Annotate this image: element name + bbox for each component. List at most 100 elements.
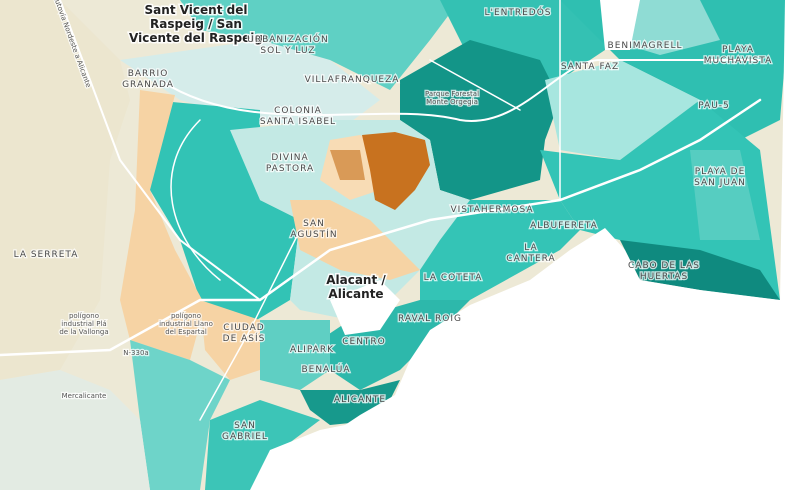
district: [362, 132, 430, 210]
label-line: AGUSTÍN: [290, 228, 337, 240]
label-line: Vicente del Raspeig: [129, 31, 263, 45]
label-line: CABO DE LAS: [628, 261, 700, 271]
district: [120, 40, 380, 130]
label-line: ALBUFERETA: [530, 221, 598, 231]
label-line: VISTAHERMOSA: [450, 205, 533, 215]
label-line: MUCHAVISTA: [704, 56, 772, 66]
label-line: URBANIZACIÓN: [247, 33, 328, 45]
place-label: SAN GABRIEL: [222, 421, 268, 442]
place-label: ALICANTE: [334, 395, 386, 405]
place-label: PAU-5: [698, 101, 730, 111]
label-line: PASTORA: [266, 164, 314, 174]
district: [205, 400, 320, 490]
label-line: SANTA ISABEL: [260, 117, 336, 127]
district: [290, 200, 420, 280]
label-line: LA: [524, 243, 537, 253]
label-line: PLAYA: [722, 45, 754, 55]
sea: [250, 228, 800, 490]
label-line: CIUDAD: [223, 323, 264, 333]
district: [620, 240, 780, 300]
label-line: polígono: [171, 312, 201, 320]
label-line: Raspeig / San: [150, 17, 242, 31]
place-label: ALIPARK: [290, 345, 334, 355]
label-line: GRANADA: [122, 80, 174, 90]
district: [330, 150, 365, 180]
unmapped-area: [600, 0, 640, 50]
label-line: LA COTETA: [424, 273, 483, 283]
unmapped-area: [330, 280, 400, 335]
road: [159, 59, 761, 122]
district: [200, 300, 260, 380]
district: [0, 0, 130, 380]
label-line: VILLAFRANQUEZA: [305, 75, 400, 85]
district: [420, 200, 580, 300]
road: [0, 98, 762, 357]
district: [610, 0, 720, 55]
district: [180, 0, 460, 90]
label-line: ALIPARK: [290, 345, 334, 355]
label-line: industrial Llano: [159, 320, 213, 328]
road: [59, 0, 261, 301]
label-line: SAN: [234, 421, 256, 431]
place-label: VILLAFRANQUEZA: [305, 75, 400, 85]
place-label: DIVINA PASTORA: [266, 153, 314, 174]
place-label: LA SERRETA: [14, 250, 79, 260]
label-line: del Espartal: [165, 328, 207, 336]
place-label: LA CANTERA: [506, 243, 555, 264]
district: [545, 60, 700, 160]
label-line: Sant Vicent del: [145, 3, 248, 17]
label-line: Monte Orgegia: [426, 98, 478, 106]
label-line: RAVAL ROIG: [398, 314, 462, 324]
label-line: Alacant /: [326, 273, 386, 287]
place-label: CENTRO: [342, 337, 386, 347]
place-label: CIUDAD DE ASÍS: [223, 323, 266, 344]
place-label: LA COTETA: [424, 273, 483, 283]
label-line: HUERTAS: [640, 272, 688, 282]
label-line: DIVINA: [271, 153, 308, 163]
place-label: URBANIZACIÓN SOL Y LUZ: [247, 33, 328, 56]
place-label: N-330a: [123, 349, 148, 357]
place-label: VISTAHERMOSA: [450, 205, 533, 215]
place-label: polígono industrial Llano del Espartal: [159, 312, 213, 336]
place-label: Parque Forestal Monte Orgegia: [425, 90, 479, 106]
place-label: Mercalicante: [62, 392, 107, 400]
road: [199, 0, 561, 421]
place-label: L'ENTREDÓS: [484, 6, 551, 18]
label-line: N-330a: [123, 349, 148, 357]
district: [440, 0, 620, 100]
label-line: SOL Y LUZ: [260, 46, 315, 56]
label-line: SAN JUAN: [694, 178, 746, 188]
place-label: CABO DE LAS HUERTAS: [628, 261, 700, 282]
place-label: SAN AGUSTÍN: [290, 219, 337, 240]
place-label: polígono industrial Plá de la Vallonga: [59, 312, 108, 336]
label-line: COLONIA: [274, 106, 322, 116]
label-line: CENTRO: [342, 337, 386, 347]
label-line: Parque Forestal: [425, 90, 479, 98]
label-line: de la Vallonga: [59, 328, 108, 336]
place-label: Sant Vicent del Raspeig / San Vicente del …: [129, 3, 263, 45]
label-line: BENALÚA: [301, 363, 350, 375]
district: [0, 370, 150, 490]
district: [150, 100, 300, 330]
place-label: BARRIO GRANADA: [122, 69, 174, 90]
label-line: Mercalicante: [62, 392, 107, 400]
place-label: BENALÚA: [301, 363, 350, 375]
district: [260, 320, 330, 390]
label-line: SANTA FAZ: [561, 62, 619, 72]
label-line: Alicante: [328, 287, 383, 301]
label-line: L'ENTREDÓS: [484, 6, 551, 18]
place-label: RAVAL ROIG: [398, 314, 462, 324]
label-line: GABRIEL: [222, 432, 268, 442]
label-line: DE ASÍS: [223, 332, 266, 344]
place-label: PLAYA MUCHAVISTA: [704, 45, 772, 66]
place-label: SANTA FAZ: [561, 62, 619, 72]
district: [120, 90, 205, 360]
place-label: Alacant / Alicante: [326, 273, 386, 301]
district: [130, 340, 230, 490]
label-line: CANTERA: [506, 254, 555, 264]
label-line: LA SERRETA: [14, 250, 79, 260]
label-line: BENIMAGRELL: [608, 41, 683, 51]
district: [690, 150, 760, 240]
label-line: PAU-5: [698, 101, 730, 111]
